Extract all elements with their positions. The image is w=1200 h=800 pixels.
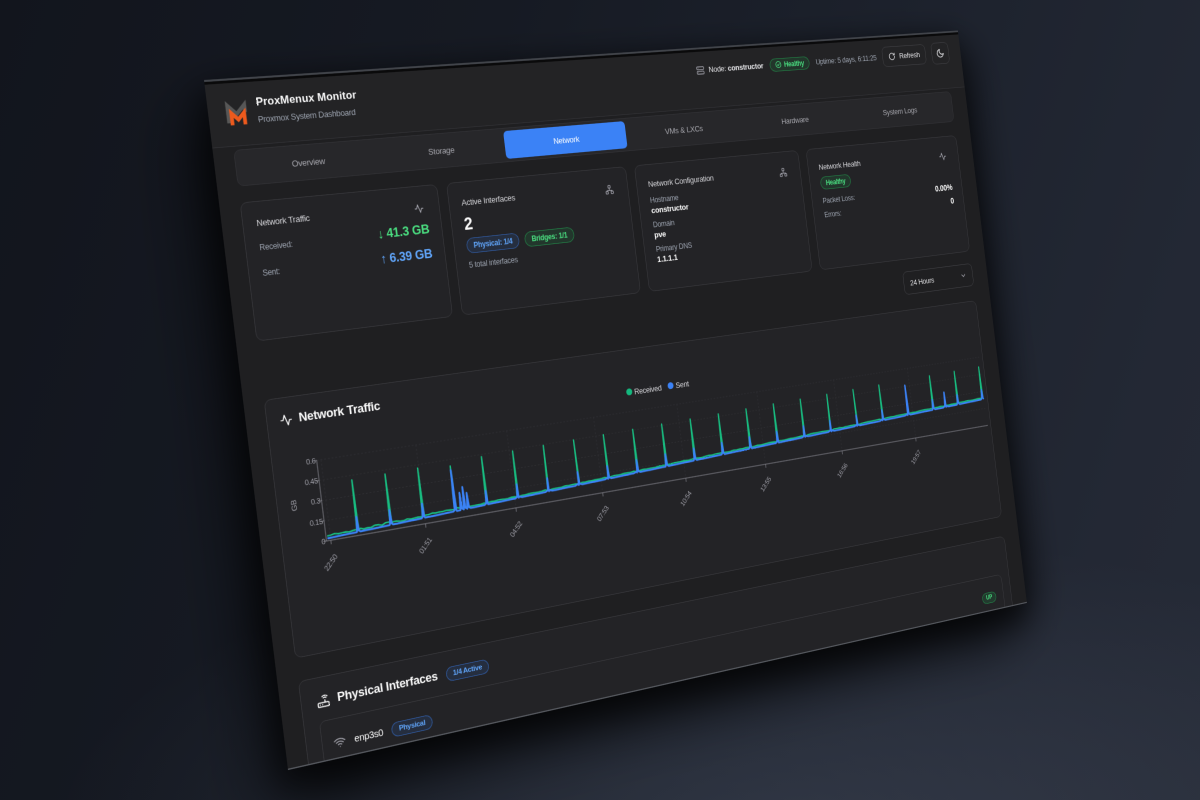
svg-text:0.45: 0.45 <box>304 476 319 487</box>
svg-text:19:57: 19:57 <box>910 449 922 466</box>
svg-text:07:53: 07:53 <box>596 504 611 523</box>
svg-text:GB: GB <box>289 499 299 512</box>
svg-text:04:52: 04:52 <box>508 520 523 539</box>
svg-text:0.15: 0.15 <box>309 517 324 528</box>
svg-text:0.3: 0.3 <box>311 497 322 507</box>
svg-text:10:54: 10:54 <box>679 489 694 508</box>
svg-text:0.6: 0.6 <box>306 456 317 466</box>
svg-text:13:55: 13:55 <box>759 475 773 494</box>
svg-text:0: 0 <box>321 537 327 547</box>
svg-text:01:51: 01:51 <box>418 536 434 556</box>
svg-text:22:50: 22:50 <box>322 552 339 573</box>
svg-text:16:56: 16:56 <box>836 461 849 479</box>
